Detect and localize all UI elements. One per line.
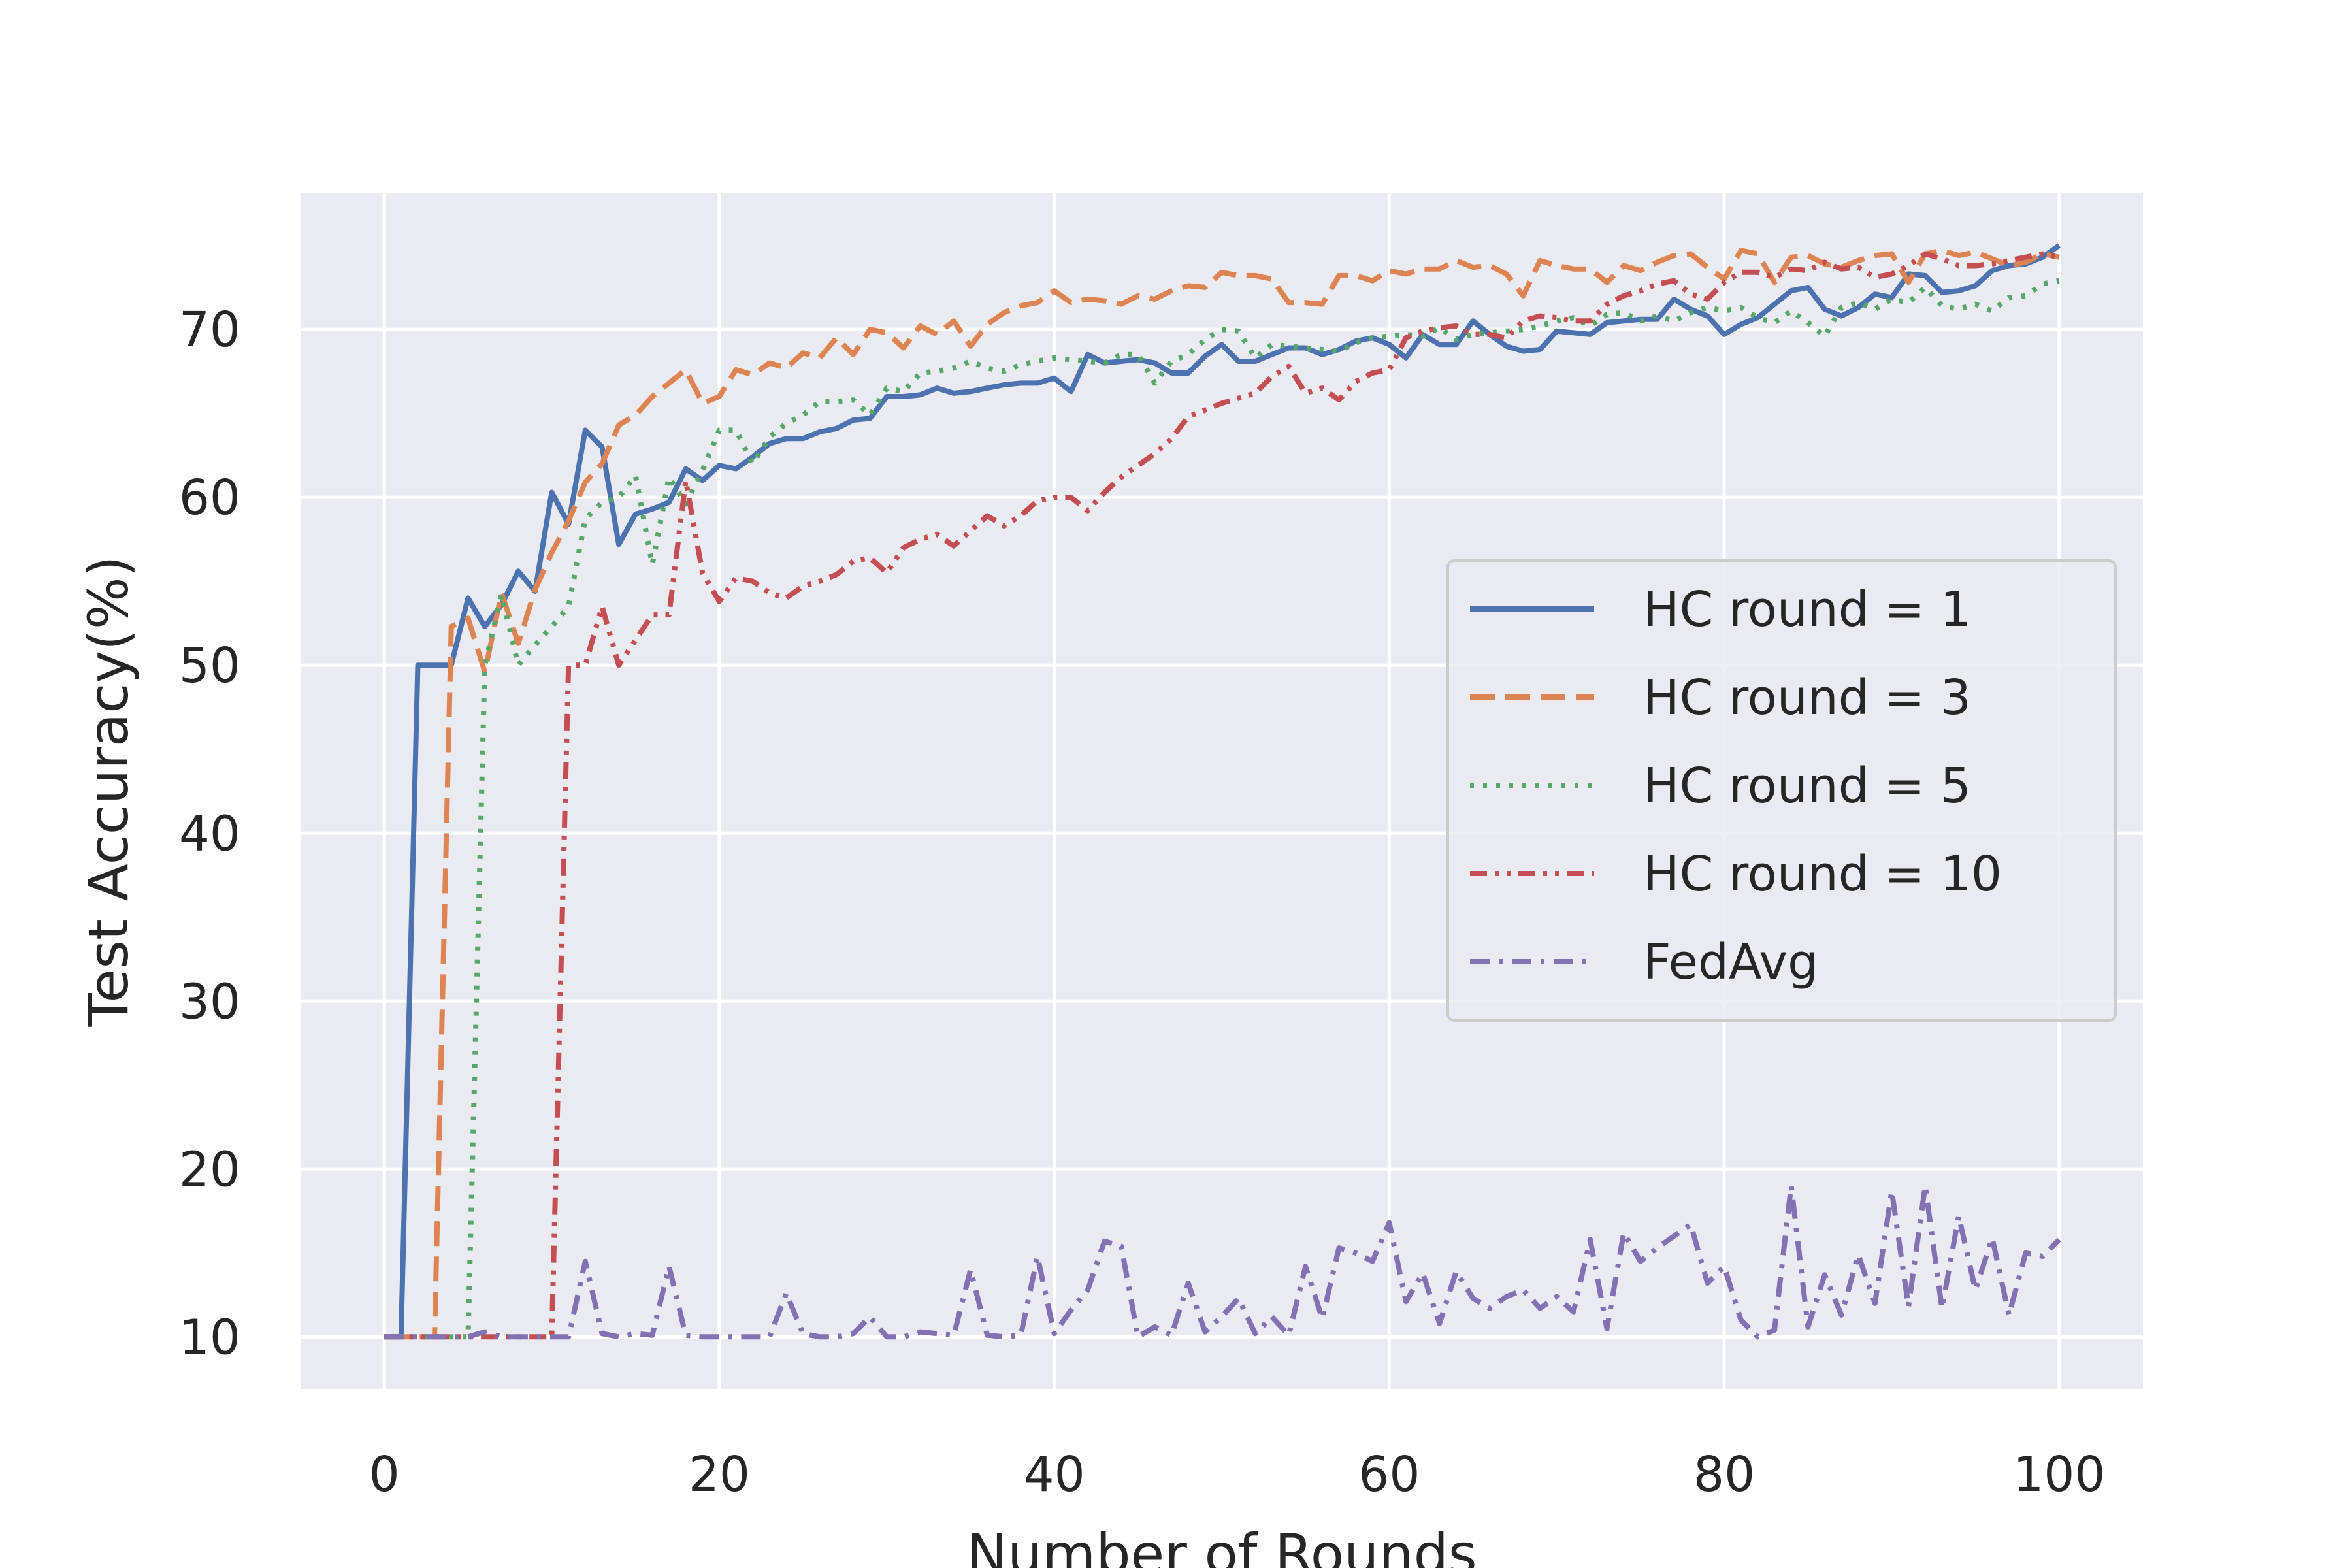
y-tick-label: 30: [179, 973, 240, 1030]
x-tick-label: 100: [2013, 1446, 2105, 1503]
y-tick-label: 60: [179, 470, 240, 526]
series-line: [384, 251, 2060, 1340]
legend-entry-label: FedAvg: [1643, 934, 1818, 990]
y-tick-label: 70: [179, 302, 240, 358]
y-tick-labels: 10 20 30 40 50 60 70: [179, 302, 240, 1365]
legend-entry-label: HC round = 10: [1643, 846, 2002, 902]
y-tick-label: 40: [179, 806, 240, 862]
x-tick-label: 20: [689, 1446, 750, 1503]
series-line: [384, 243, 2061, 1340]
y-axis-label: Test Accuracy(%): [76, 556, 140, 1028]
x-tick-label: 40: [1024, 1446, 1085, 1503]
series-lines: [384, 243, 2061, 1340]
legend-entry-label: HC round = 1: [1643, 581, 1971, 638]
legend-entry-label: HC round = 3: [1643, 670, 1971, 726]
x-tick-label: 80: [1693, 1446, 1755, 1503]
y-tick-label: 10: [179, 1309, 240, 1365]
series-line: [384, 248, 2060, 1340]
legend-box: [1446, 559, 2117, 1022]
legend: HC round = 1 HC round = 3 HC round = 5 HC r…: [1446, 559, 2117, 1022]
x-tick-label: 60: [1358, 1446, 1420, 1503]
x-tick-labels: 0 20 40 60 80 100: [369, 1446, 2106, 1503]
y-tick-label: 20: [179, 1141, 240, 1198]
x-axis-label: Number of Rounds: [966, 1522, 1477, 1568]
legend-entry-label: HC round = 5: [1643, 758, 1971, 814]
x-tick-label: 0: [369, 1446, 400, 1503]
y-tick-label: 50: [179, 638, 240, 694]
series-line: [384, 1183, 2061, 1340]
